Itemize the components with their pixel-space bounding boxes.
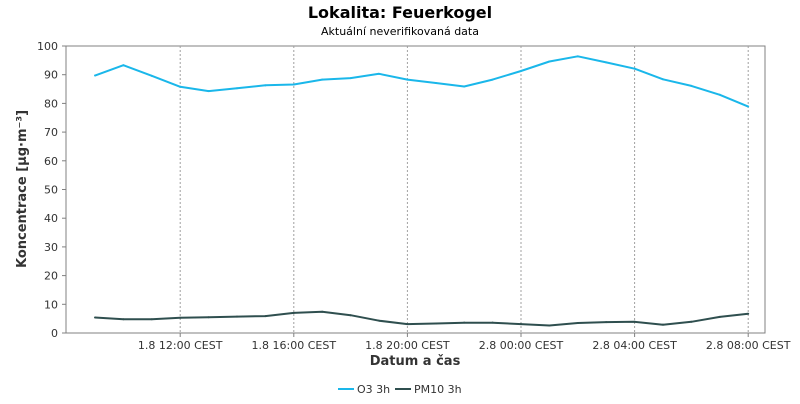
- data-point: [264, 315, 267, 318]
- chart-title: Lokalita: Feuerkogel: [308, 3, 492, 22]
- y-tick-label: 60: [44, 155, 58, 168]
- data-point: [662, 323, 664, 326]
- data-point: [349, 314, 352, 317]
- data-point: [463, 321, 466, 324]
- data-point: [491, 321, 494, 324]
- data-point: [463, 85, 466, 88]
- x-tick-label: 2.8 08:00 CEST: [706, 339, 791, 352]
- data-point: [406, 323, 409, 326]
- data-point: [662, 78, 664, 81]
- x-axis-label: Datum a čas: [370, 354, 461, 369]
- legend-label: PM10 3h: [414, 383, 462, 396]
- data-point: [747, 105, 750, 108]
- plot-area: [65, 45, 766, 334]
- data-point: [122, 64, 125, 67]
- x-tick-label: 2.8 00:00 CEST: [479, 339, 564, 352]
- y-tick-label: 10: [44, 298, 58, 311]
- data-point: [718, 315, 721, 318]
- x-tick-label: 1.8 16:00 CEST: [252, 339, 337, 352]
- data-point: [406, 78, 409, 81]
- data-point: [236, 87, 238, 90]
- y-tick-label: 80: [44, 97, 58, 110]
- data-point: [491, 78, 494, 81]
- data-point: [207, 316, 210, 319]
- data-point: [292, 83, 295, 86]
- data-point: [378, 319, 380, 322]
- series-layer: [94, 55, 750, 327]
- y-axis-label: Koncentrace [µg·m⁻³]: [15, 110, 30, 268]
- data-point: [179, 85, 182, 88]
- legend-item: O3 3h: [338, 383, 390, 396]
- series-line: [94, 55, 749, 108]
- y-tick-label: 20: [44, 270, 58, 283]
- data-point: [520, 69, 522, 72]
- data-point: [576, 55, 579, 58]
- y-tick-label: 90: [44, 69, 58, 82]
- data-point: [122, 318, 125, 321]
- data-point: [207, 90, 210, 93]
- y-tick-label: 70: [44, 126, 58, 139]
- y-tick-label: 50: [44, 184, 58, 197]
- data-point: [150, 74, 153, 77]
- data-point: [520, 323, 522, 326]
- series-line: [94, 310, 749, 327]
- legend: O3 3h PM10 3h: [338, 383, 462, 396]
- data-point: [434, 322, 437, 325]
- legend-label: O3 3h: [357, 383, 390, 396]
- data-point: [94, 316, 96, 319]
- data-point: [548, 60, 551, 63]
- data-point: [605, 61, 608, 64]
- data-point: [236, 315, 238, 318]
- x-axis: 1.8 12:00 CEST 1.8 16:00 CEST 1.8 20:00 CE…: [138, 333, 791, 352]
- series-1: [94, 55, 750, 108]
- data-point: [633, 320, 636, 323]
- data-point: [747, 312, 750, 315]
- data-point: [349, 77, 352, 80]
- x-tick-label: 1.8 12:00 CEST: [138, 339, 223, 352]
- y-axis: 0 10 20 30 40 50 60 70 80 90 100: [37, 40, 66, 340]
- y-tick-label: 100: [37, 40, 58, 53]
- series-2: [94, 310, 750, 327]
- y-tick-label: 30: [44, 241, 58, 254]
- data-point: [150, 318, 153, 321]
- x-tick-label: 1.8 20:00 CEST: [365, 339, 450, 352]
- data-point: [605, 321, 608, 324]
- data-point: [718, 93, 721, 96]
- data-point: [179, 316, 182, 319]
- data-point: [292, 311, 295, 314]
- x-tick-label: 2.8 04:00 CEST: [592, 339, 677, 352]
- data-point: [94, 74, 96, 77]
- data-point: [633, 67, 636, 70]
- data-point: [690, 84, 693, 87]
- data-point: [434, 82, 437, 85]
- data-point: [576, 321, 579, 324]
- data-point: [264, 84, 267, 87]
- chart-subtitle: Aktuální neverifikovaná data: [321, 25, 479, 38]
- data-point: [321, 78, 324, 81]
- y-tick-label: 0: [51, 327, 58, 340]
- data-point: [378, 72, 380, 75]
- y-tick-label: 40: [44, 212, 58, 225]
- data-point: [690, 320, 693, 323]
- legend-item: PM10 3h: [395, 383, 462, 396]
- data-point: [321, 310, 324, 313]
- data-point: [548, 324, 551, 327]
